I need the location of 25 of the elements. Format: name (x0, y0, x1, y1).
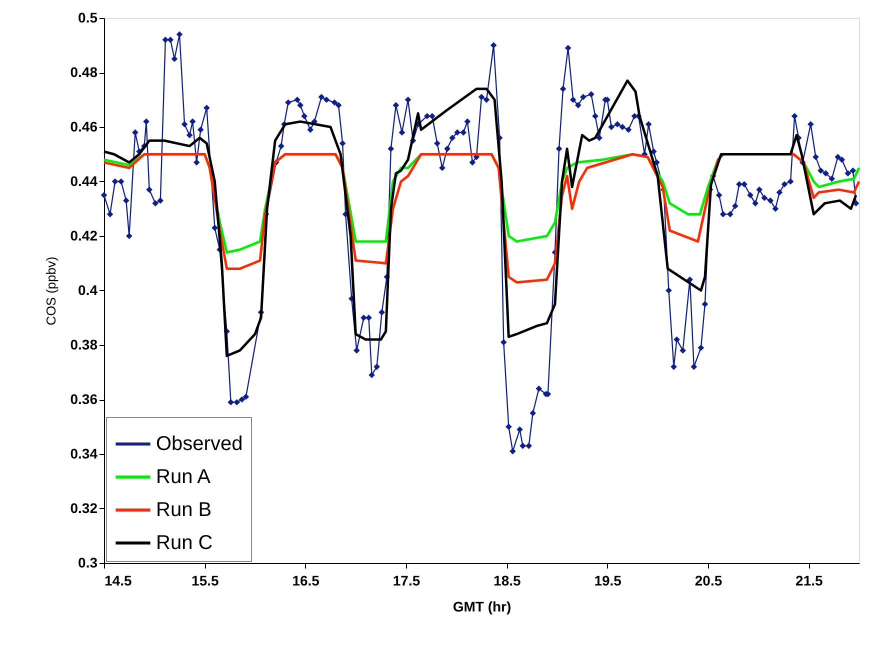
legend-label: Run B (156, 499, 212, 521)
x-tick-label: 20.5 (694, 572, 722, 588)
x-tick-label: 15.5 (192, 572, 220, 588)
x-tick-label: 18.5 (494, 572, 522, 588)
y-tick-label: 0.4 (78, 282, 98, 298)
y-tick-label: 0.32 (70, 500, 98, 516)
y-tick-label: 0.42 (70, 228, 98, 244)
y-tick-label: 0.3 (78, 554, 98, 570)
y-tick-label: 0.46 (70, 118, 98, 134)
y-tick-label: 0.48 (70, 64, 98, 80)
y-axis-title: COS (ppbv) (43, 256, 58, 326)
x-axis-title: GMT (hr) (452, 598, 512, 614)
y-tick-label: 0.5 (78, 10, 98, 26)
x-tick-label: 16.5 (292, 572, 320, 588)
y-tick-label: 0.36 (70, 391, 98, 407)
x-tick-label: 17.5 (392, 572, 420, 588)
y-tick-label: 0.38 (70, 336, 98, 352)
x-tick-label: 19.5 (594, 572, 622, 588)
x-tick-label: 21.5 (796, 572, 824, 588)
x-tick-label: 14.5 (104, 572, 132, 588)
legend-label: Run C (156, 532, 213, 554)
y-tick-label: 0.44 (70, 173, 98, 189)
legend-label: Observed (156, 433, 243, 455)
legend-label: Run A (156, 466, 212, 488)
y-tick-label: 0.34 (70, 446, 98, 462)
